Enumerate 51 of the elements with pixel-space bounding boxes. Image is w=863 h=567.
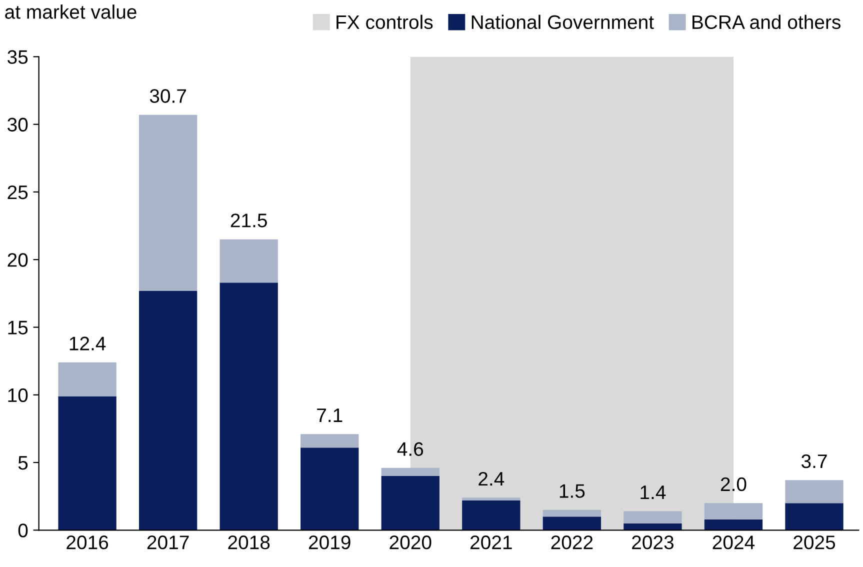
- x-tick-label: 2021: [470, 536, 512, 550]
- total-label: 21.5: [230, 214, 267, 228]
- bar: [462, 500, 520, 530]
- x-tick-label: 2016: [66, 536, 108, 550]
- bar: [300, 448, 359, 530]
- y-tick-label: 20: [8, 253, 28, 267]
- total-label: 4.6: [397, 442, 424, 456]
- x-tick-label: 2017: [147, 536, 189, 550]
- x-tick-label: 2020: [390, 536, 432, 550]
- y-tick-label: 5: [18, 456, 28, 470]
- total-label: 2.0: [720, 477, 746, 492]
- legend-label: BCRA and others: [692, 14, 840, 30]
- bar: [381, 476, 440, 530]
- total-label: 12.4: [70, 336, 106, 350]
- total-label: 1.5: [560, 484, 585, 498]
- x-tick-label: 2025: [794, 536, 836, 550]
- y-tick-label: 25: [8, 185, 28, 200]
- bar: [542, 516, 602, 530]
- bar: [542, 510, 602, 517]
- bar: [58, 396, 116, 530]
- y-tick-label: 15: [8, 320, 28, 334]
- total-label: 1.4: [640, 486, 666, 500]
- x-tick-label: 2018: [228, 536, 270, 550]
- bar: [381, 468, 440, 476]
- bar: [704, 519, 763, 530]
- y-tick-label: 0: [18, 524, 28, 538]
- bar: [785, 480, 844, 504]
- bar: [220, 282, 278, 530]
- total-label: 3.7: [801, 454, 827, 468]
- y-axis-title: at market value: [5, 4, 136, 19]
- bar: [785, 503, 844, 530]
- bar: [138, 290, 198, 530]
- x-tick-label: 2023: [632, 536, 674, 550]
- x-tick-label: 2022: [551, 536, 593, 550]
- legend-label: National Government: [472, 14, 654, 30]
- bar: [704, 503, 763, 520]
- bar: [220, 239, 278, 283]
- y-tick-label: 35: [8, 50, 28, 64]
- legend-label: FX controls: [336, 14, 433, 30]
- total-label: 30.7: [150, 89, 186, 103]
- y-tick-label: 30: [8, 118, 28, 132]
- bar: [462, 498, 520, 500]
- x-tick-label: 2019: [308, 536, 350, 550]
- total-label: 2.4: [478, 472, 504, 486]
- y-tick-label: 10: [8, 388, 28, 402]
- bar: [58, 362, 116, 396]
- total-label: 7.1: [317, 408, 342, 422]
- bar: [300, 434, 359, 448]
- bar: [624, 511, 682, 524]
- bar: [138, 114, 198, 291]
- x-tick-label: 2024: [712, 536, 755, 550]
